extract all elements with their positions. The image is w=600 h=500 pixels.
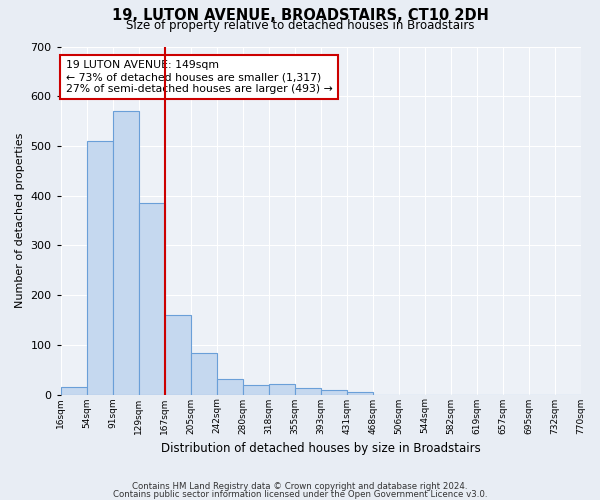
Text: Contains HM Land Registry data © Crown copyright and database right 2024.: Contains HM Land Registry data © Crown c…: [132, 482, 468, 491]
Bar: [347, 392, 373, 394]
X-axis label: Distribution of detached houses by size in Broadstairs: Distribution of detached houses by size …: [161, 442, 481, 455]
Bar: [191, 353, 217, 395]
Bar: [320, 390, 347, 394]
Text: 19, LUTON AVENUE, BROADSTAIRS, CT10 2DH: 19, LUTON AVENUE, BROADSTAIRS, CT10 2DH: [112, 8, 488, 22]
Bar: [295, 388, 320, 394]
Text: Contains public sector information licensed under the Open Government Licence v3: Contains public sector information licen…: [113, 490, 487, 499]
Bar: [139, 203, 164, 394]
Text: 19 LUTON AVENUE: 149sqm
← 73% of detached houses are smaller (1,317)
27% of semi: 19 LUTON AVENUE: 149sqm ← 73% of detache…: [66, 60, 332, 94]
Text: Size of property relative to detached houses in Broadstairs: Size of property relative to detached ho…: [126, 19, 474, 32]
Bar: [217, 378, 242, 394]
Bar: [269, 384, 295, 394]
Bar: [86, 141, 113, 395]
Bar: [113, 111, 139, 395]
Bar: [164, 315, 191, 394]
Y-axis label: Number of detached properties: Number of detached properties: [15, 133, 25, 308]
Bar: [61, 387, 86, 394]
Bar: [242, 384, 269, 394]
